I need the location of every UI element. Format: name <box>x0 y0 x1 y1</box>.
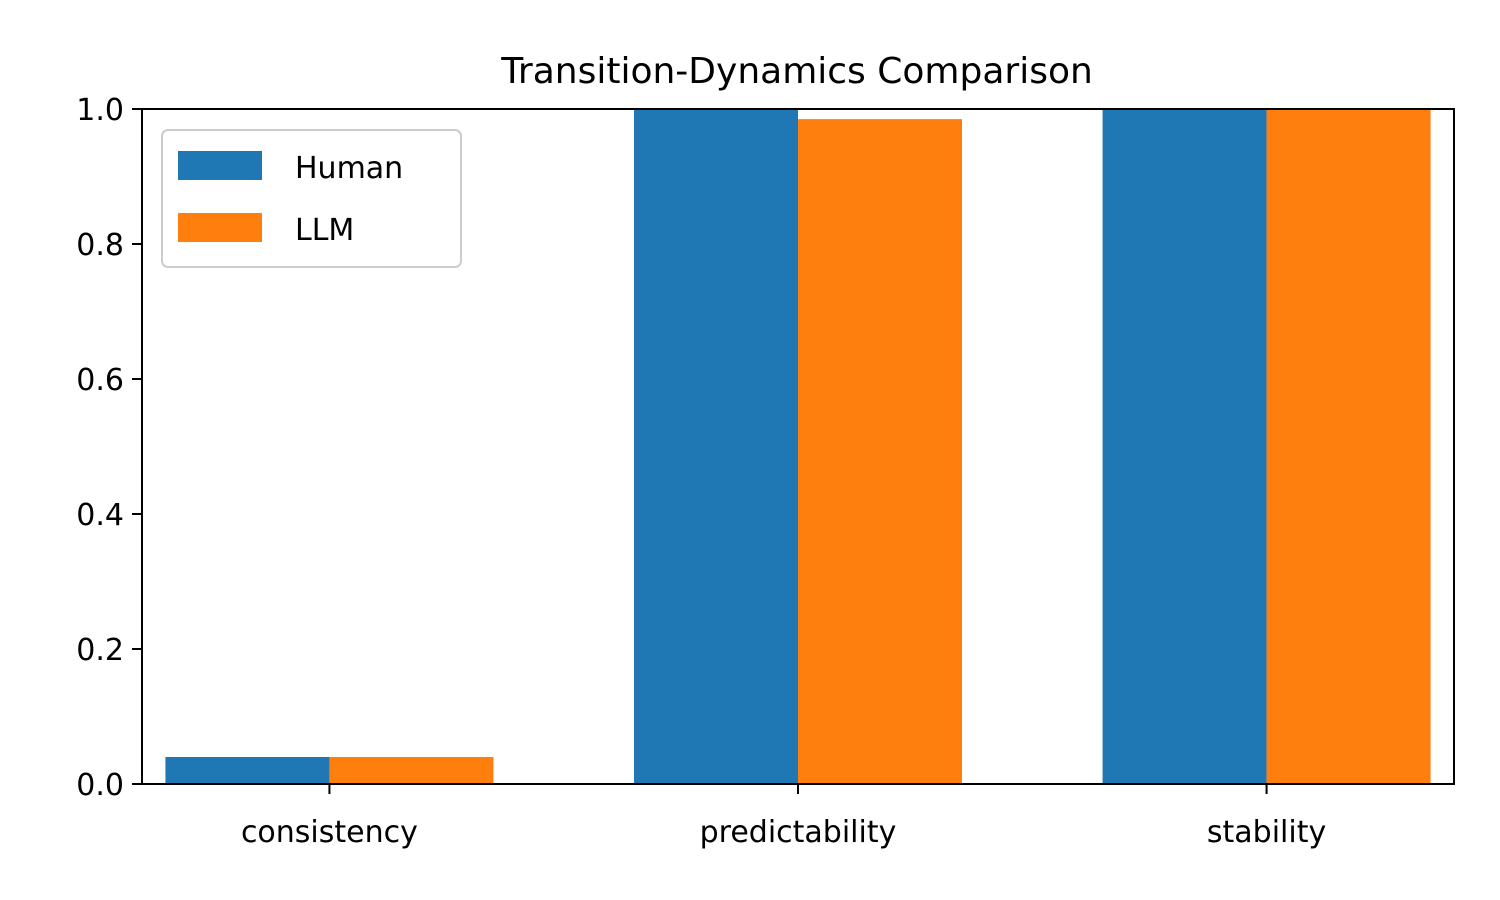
chart-title: Transition-Dynamics Comparison <box>500 51 1093 92</box>
x-tick-label-stability: stability <box>1207 815 1326 850</box>
y-tick-label: 0.6 <box>76 363 124 398</box>
bar-llm-stability <box>1266 109 1431 784</box>
bar-human-stability <box>1102 109 1267 784</box>
legend-label-llm: LLM <box>295 213 354 248</box>
bar-llm-predictability <box>798 119 962 785</box>
bar-llm-consistency <box>329 757 494 784</box>
bar-human-predictability <box>634 109 798 784</box>
bar-human-consistency <box>165 757 330 784</box>
x-tick-label-predictability: predictability <box>700 815 897 850</box>
y-tick-label: 0.8 <box>76 228 124 263</box>
legend-swatch-llm <box>178 213 262 242</box>
x-tick-label-consistency: consistency <box>241 815 418 850</box>
y-axis: 0.0 0.2 0.4 0.6 0.8 1.0 <box>76 93 142 803</box>
plot-frame <box>141 108 1455 785</box>
y-tick-label: 0.4 <box>76 498 124 533</box>
y-tick-label: 1.0 <box>76 93 124 128</box>
legend-label-human: Human <box>295 151 403 186</box>
x-axis: consistency predictability stability <box>241 784 1326 850</box>
y-tick-label: 0.0 <box>76 768 124 803</box>
legend-swatch-human <box>178 151 262 180</box>
bars-group <box>165 109 1431 785</box>
legend: Human LLM <box>161 129 462 268</box>
y-tick-label: 0.2 <box>76 633 124 668</box>
